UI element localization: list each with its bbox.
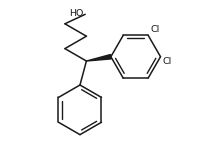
- Text: HO: HO: [69, 9, 83, 18]
- Text: Cl: Cl: [150, 25, 159, 34]
- Polygon shape: [87, 55, 111, 61]
- Text: Cl: Cl: [162, 57, 172, 66]
